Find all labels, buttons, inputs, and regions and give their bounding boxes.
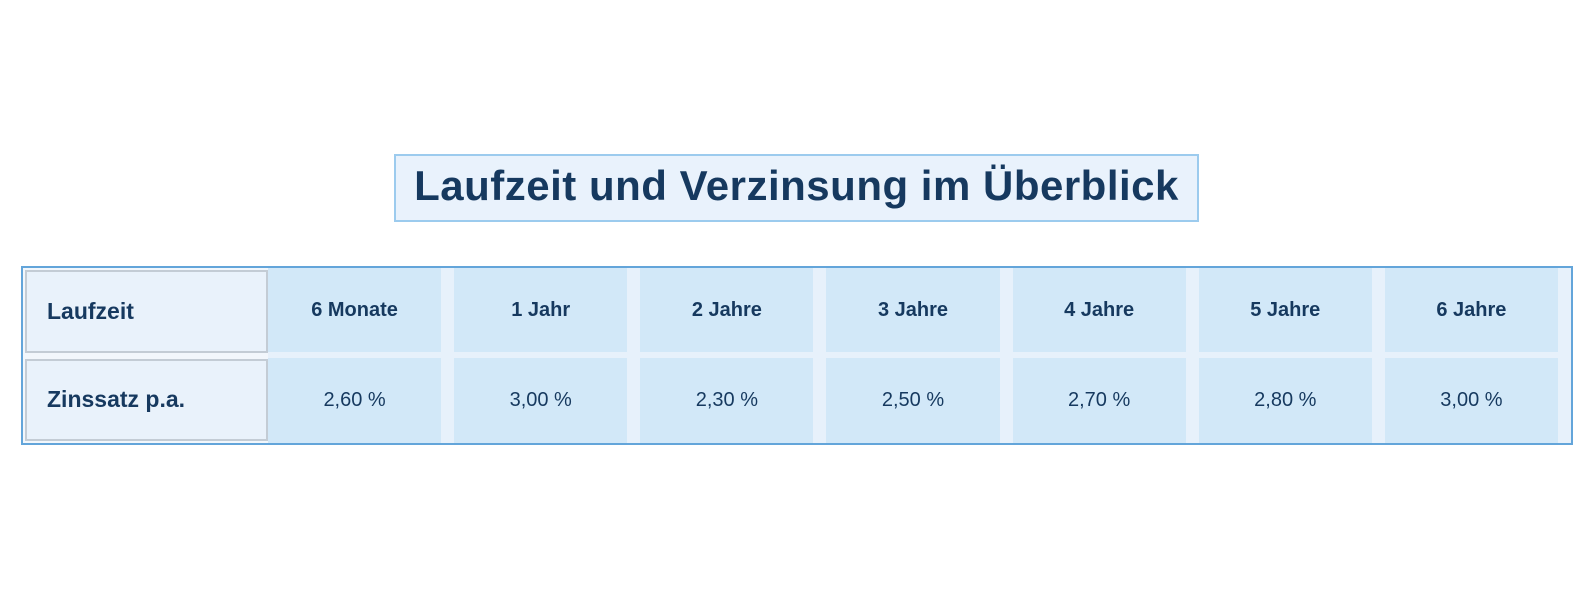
rates-table: Laufzeit Zinssatz p.a. 6 Monate 2,60 % 1… — [21, 266, 1573, 445]
column-header: 3 Jahre — [826, 268, 1000, 352]
column-header: 6 Jahre — [1384, 268, 1558, 352]
page-title: Laufzeit und Verzinsung im Überblick — [394, 154, 1199, 222]
rate-value: 2,60 % — [268, 358, 442, 443]
row-header-zinssatz: Zinssatz p.a. — [25, 358, 268, 441]
column-1-jahr: 1 Jahr 3,00 % — [454, 268, 641, 443]
row-header-laufzeit: Laufzeit — [25, 270, 268, 353]
page-title-container: Laufzeit und Verzinsung im Überblick — [0, 154, 1593, 222]
rate-value: 2,30 % — [640, 358, 814, 443]
rate-value: 2,70 % — [1012, 358, 1186, 443]
column-5-jahre: 5 Jahre 2,80 % — [1198, 268, 1385, 443]
column-header: 6 Monate — [268, 268, 442, 352]
column-6-jahre: 6 Jahre 3,00 % — [1384, 268, 1571, 443]
column-2-jahre: 2 Jahre 2,30 % — [640, 268, 827, 443]
column-4-jahre: 4 Jahre 2,70 % — [1012, 268, 1199, 443]
column-header: 5 Jahre — [1198, 268, 1372, 352]
column-3-jahre: 3 Jahre 2,50 % — [826, 268, 1013, 443]
rate-value: 3,00 % — [454, 358, 628, 443]
column-header: 1 Jahr — [454, 268, 628, 352]
column-header: 4 Jahre — [1012, 268, 1186, 352]
column-6-monate: 6 Monate 2,60 % — [268, 268, 455, 443]
rate-value: 3,00 % — [1384, 358, 1558, 443]
rate-value: 2,50 % — [826, 358, 1000, 443]
row-header-column: Laufzeit Zinssatz p.a. — [23, 268, 268, 443]
rate-value: 2,80 % — [1198, 358, 1372, 443]
column-header: 2 Jahre — [640, 268, 814, 352]
